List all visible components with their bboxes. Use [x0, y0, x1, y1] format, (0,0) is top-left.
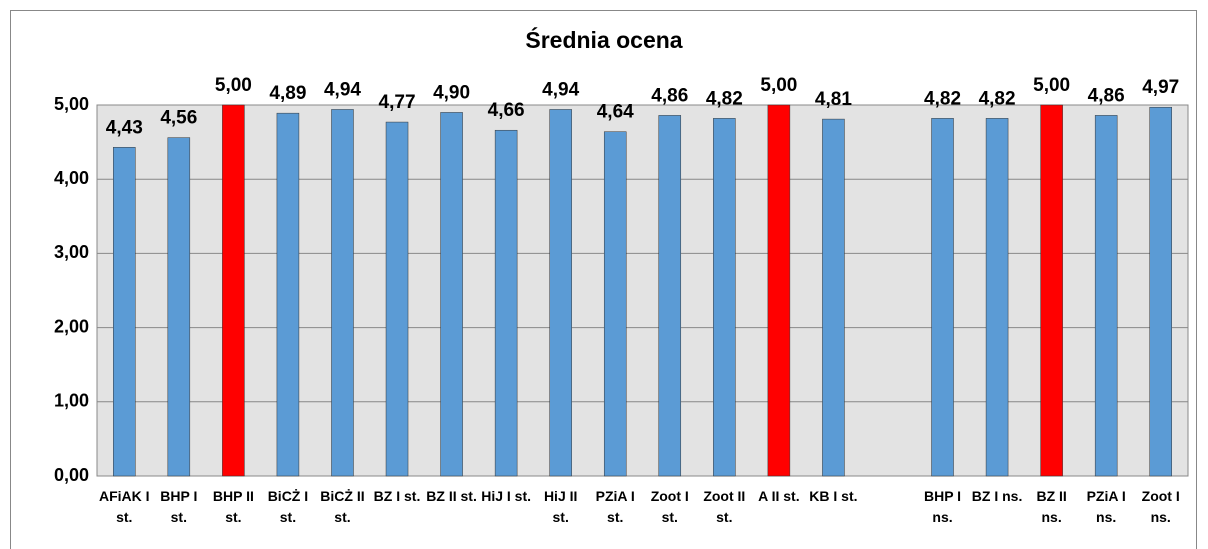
data-label: 4,94: [324, 79, 361, 100]
data-label: 5,00: [760, 75, 797, 96]
bar: [276, 112, 300, 477]
data-label: 5,00: [215, 75, 252, 96]
x-tick-label: BiCŻ I st.: [267, 488, 309, 525]
plot-area: [96, 104, 1189, 477]
x-tick-label: BiCŻ II st.: [320, 488, 365, 525]
x-tick-label: Zoot I st.: [650, 488, 689, 525]
x-tick-label: A II st.: [758, 488, 800, 504]
data-label: 4,86: [651, 85, 688, 106]
bar: [931, 118, 954, 477]
bar: [1149, 106, 1172, 477]
y-tick-label: 5,00: [54, 94, 89, 114]
x-tick-label: BHP I ns.: [923, 488, 962, 525]
data-label: 4,86: [1088, 85, 1125, 106]
chart-title: Średnia ocena: [525, 26, 682, 53]
y-tick-label: 1,00: [54, 391, 89, 411]
x-tick-label: AFiAK I st.: [98, 488, 150, 525]
bar: [767, 104, 791, 477]
data-label: 4,43: [106, 117, 143, 138]
data-label: 4,90: [433, 82, 470, 103]
data-label: 5,00: [1033, 75, 1070, 96]
x-tick-label: BZ I st.: [373, 488, 421, 504]
bar: [1040, 104, 1063, 477]
x-tick-label: BZ I ns.: [971, 488, 1023, 504]
x-tick-label: HiJ II st.: [543, 488, 578, 525]
bar: [385, 121, 409, 477]
y-tick-label: 4,00: [54, 168, 89, 188]
x-tick-label: Zoot I ns.: [1141, 488, 1180, 525]
x-tick-label: BHP II st.: [212, 488, 254, 525]
data-label: 4,77: [379, 92, 416, 113]
y-tick-label: 3,00: [54, 242, 89, 262]
x-tick-label: Zoot II st.: [703, 488, 746, 525]
bar: [658, 115, 682, 477]
data-label: 4,64: [597, 102, 634, 123]
bar: [113, 147, 136, 477]
data-label: 4,89: [269, 83, 306, 104]
data-label: 4,82: [979, 88, 1016, 109]
bar: [494, 129, 518, 477]
bar: [331, 109, 354, 477]
data-label: 4,56: [160, 108, 197, 129]
data-label: 4,81: [815, 89, 852, 110]
bar: [549, 109, 572, 477]
data-label: 4,82: [706, 88, 743, 109]
y-tick-label: 0,00: [54, 465, 89, 485]
bar: [822, 118, 845, 477]
bar: [985, 118, 1009, 477]
x-tick-label: KB I st.: [809, 488, 858, 504]
data-label: 4,82: [924, 88, 961, 109]
bar: [222, 104, 245, 477]
x-tick-label: PZiA I ns.: [1086, 488, 1126, 525]
x-tick-label: HiJ I st.: [481, 488, 532, 504]
bar: [440, 112, 463, 477]
x-tick-label: BZ II ns.: [1036, 488, 1067, 525]
bar: [167, 137, 191, 477]
data-label: 4,66: [488, 100, 525, 121]
x-tick-label: BZ II st.: [426, 488, 477, 504]
bar: [1094, 115, 1118, 477]
bar: [603, 131, 627, 477]
data-label: 4,94: [542, 79, 579, 100]
y-tick-label: 2,00: [54, 316, 89, 336]
data-label: 4,97: [1142, 77, 1179, 98]
bar: [713, 118, 736, 477]
x-tick-label: BHP I st.: [160, 488, 198, 525]
x-tick-label: PZiA I st.: [595, 488, 635, 525]
